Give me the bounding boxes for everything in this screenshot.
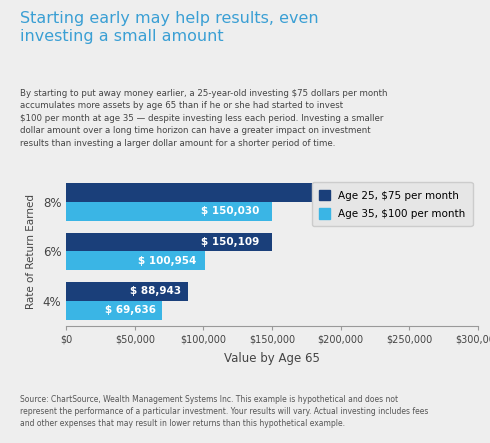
Text: Starting early may help results, even
investing a small amount: Starting early may help results, even in…	[20, 11, 318, 44]
Bar	[66, 282, 188, 301]
Bar	[66, 301, 162, 320]
Y-axis label: Rate of Return Earned: Rate of Return Earned	[25, 194, 36, 309]
Text: By starting to put away money earlier, a 25-year-old investing $75 dollars per m: By starting to put away money earlier, a…	[20, 89, 387, 148]
Bar	[66, 252, 205, 270]
X-axis label: Value by Age 65: Value by Age 65	[224, 352, 320, 365]
Text: $ 88,943: $ 88,943	[130, 287, 181, 296]
Text: $ 69,636: $ 69,636	[105, 305, 156, 315]
Text: $ 100,954: $ 100,954	[138, 256, 196, 266]
Bar	[66, 233, 272, 252]
Text: $ 150,109: $ 150,109	[201, 237, 260, 247]
Bar	[66, 183, 428, 202]
Bar	[66, 202, 272, 221]
Legend: Age 25, $75 per month, Age 35, $100 per month: Age 25, $75 per month, Age 35, $100 per …	[312, 183, 472, 226]
Text: $ 263,571: $ 263,571	[347, 187, 406, 198]
Text: $ 150,030: $ 150,030	[201, 206, 260, 216]
Text: Source: ChartSource, Wealth Management Systems Inc. This example is hypothetical: Source: ChartSource, Wealth Management S…	[20, 395, 428, 428]
